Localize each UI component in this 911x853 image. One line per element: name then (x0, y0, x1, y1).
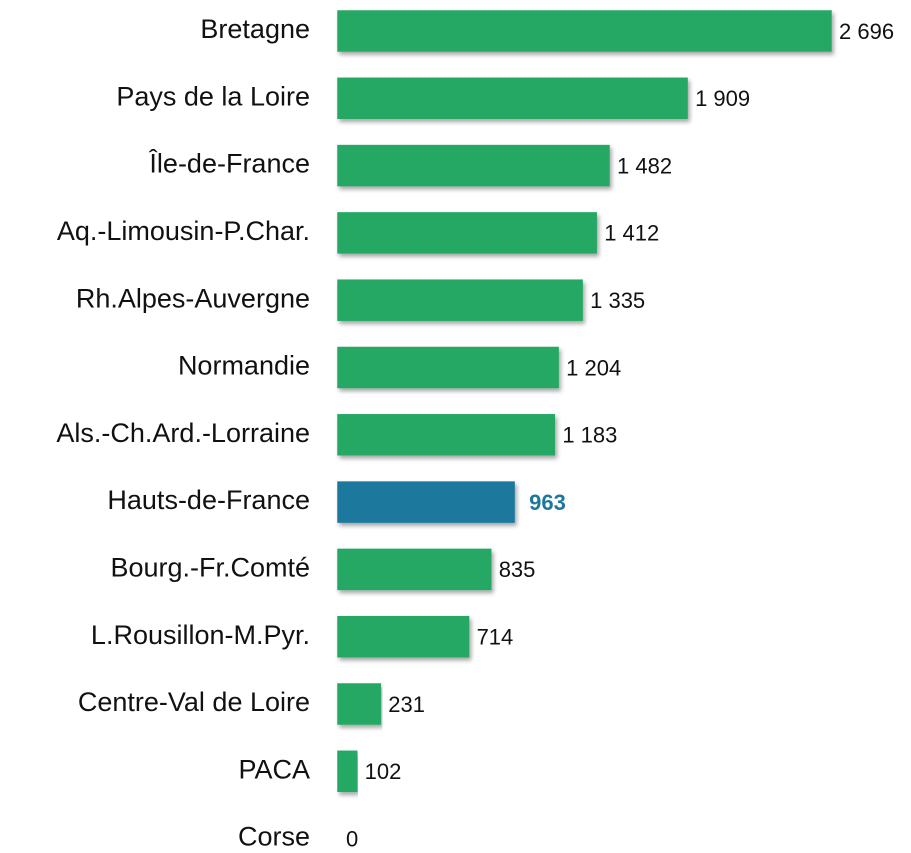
bar (337, 279, 583, 321)
bar (337, 346, 559, 389)
value-label: 102 (365, 759, 402, 784)
value-label: 1 183 (562, 423, 617, 448)
value-label: 1 482 (617, 153, 672, 178)
value-label: 1 204 (566, 355, 621, 380)
bar (337, 615, 470, 658)
category-label: Île-de-France (148, 148, 310, 179)
category-label: Centre-Val de Loire (78, 687, 310, 717)
value-label: 1 335 (590, 288, 645, 313)
category-label: PACA (238, 754, 310, 784)
bar (337, 683, 381, 725)
bar (337, 212, 597, 254)
bar (337, 548, 492, 591)
category-label: Pays de la Loire (116, 81, 310, 111)
bar (337, 481, 515, 523)
bar (337, 750, 358, 793)
value-label: 1 412 (604, 221, 659, 246)
category-label: Normandie (178, 351, 310, 381)
value-label: 1 909 (695, 86, 750, 111)
value-label: 2 696 (839, 19, 894, 44)
category-label: Bourg.-Fr.Comté (110, 553, 310, 583)
value-label: 0 (346, 826, 358, 851)
category-label: Corse (238, 822, 310, 852)
value-label: 835 (499, 557, 536, 582)
bar (337, 414, 556, 456)
bar (337, 10, 832, 52)
category-label: Hauts-de-France (107, 485, 310, 515)
category-label: Als.-Ch.Ard.-Lorraine (56, 418, 310, 448)
bar (337, 144, 610, 187)
value-label: 714 (477, 625, 514, 650)
category-label: Bretagne (200, 14, 310, 44)
category-label: Aq.-Limousin-P.Char. (57, 216, 310, 246)
value-label: 231 (388, 692, 425, 717)
category-label: Rh.Alpes-Auvergne (76, 283, 310, 313)
value-label: 963 (529, 490, 566, 515)
bar (337, 77, 688, 120)
category-label: L.Rousillon-M.Pyr. (91, 620, 310, 650)
